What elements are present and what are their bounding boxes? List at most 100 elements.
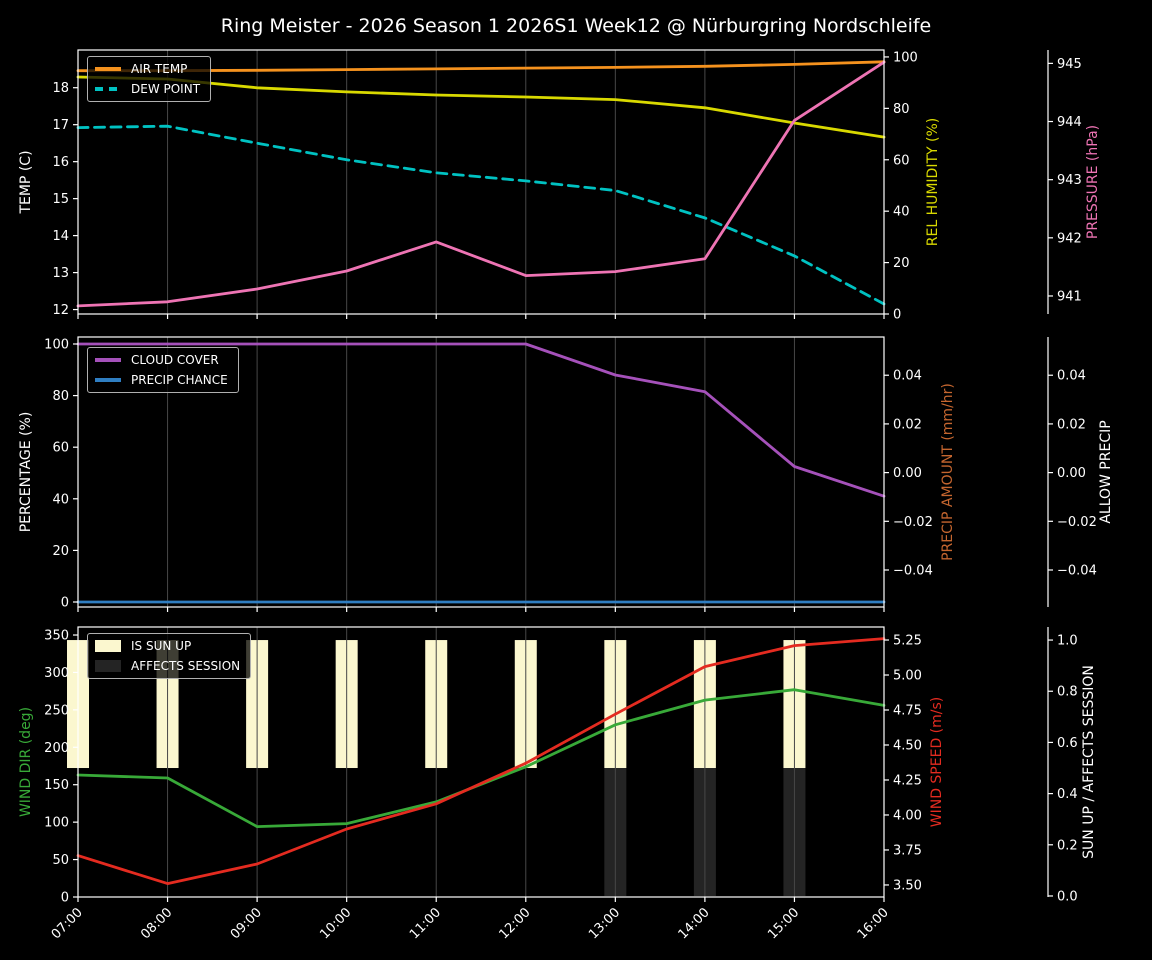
y-tick-label: 20 [52, 544, 69, 559]
allow-precip-axis-title: ALLOW PRECIP [1098, 420, 1114, 524]
y-tick-label: 0.04 [1057, 369, 1086, 384]
y-tick-label: 0.04 [893, 369, 922, 384]
rel-humidity-line [76, 75, 886, 139]
y-tick-label: 944 [1057, 115, 1082, 130]
y-tick-label: 942 [1057, 231, 1082, 246]
is-sun-up-swatch [95, 640, 121, 652]
legend-item-air-temp: AIR TEMP [95, 62, 200, 76]
x-tick-label: 11:00 [407, 905, 444, 942]
precip-chance-swatch [95, 378, 121, 382]
x-tick-label: 08:00 [138, 905, 175, 942]
y-tick-label: 0.0 [1057, 889, 1078, 904]
temp-axis-title: TEMP (C) [18, 150, 34, 214]
cloud-cover-line [76, 342, 886, 498]
y-tick-label: 4.50 [893, 738, 922, 753]
x-tick-label: 10:00 [317, 905, 354, 942]
legend-label: IS SUN UP [131, 639, 192, 653]
y-tick-label: −0.04 [893, 563, 933, 578]
y-tick-label: 0.02 [893, 417, 922, 432]
legend-item-precip-chance: PRECIP CHANCE [95, 373, 228, 387]
air-temp-swatch [95, 67, 121, 71]
y-tick-label: 80 [893, 102, 910, 117]
x-tick-label: 16:00 [855, 905, 892, 942]
panel-frame [77, 626, 885, 898]
y-tick-label: 60 [52, 441, 69, 456]
y-tick-label: 40 [893, 205, 910, 220]
panel-temperature: 12 13 14 15 16 17 18 0 20 40 60 80 100 941 942 943 944 94… [52, 49, 1082, 323]
x-tick-label: 12:00 [497, 905, 534, 942]
legend-item-affects-session: AFFECTS SESSION [95, 659, 240, 673]
wind-dir-line [76, 688, 886, 828]
legend-label: CLOUD COVER [131, 353, 219, 367]
y-tick-label: 20 [893, 256, 910, 271]
dew-point-line [76, 124, 886, 306]
air-temp-line [76, 60, 886, 73]
y-tick-label: 1.0 [1057, 634, 1078, 649]
panel-frame [77, 336, 885, 608]
x-tick-label: 07:00 [49, 905, 86, 942]
pressure-axis-title: PRESSURE (hPa) [1085, 124, 1101, 240]
panel-cloud-precip: 0 20 40 60 80 100 0.04 0.02 0.00 −0.02 −0.04 0.04 0.… [44, 336, 1097, 612]
y-tick-label: 0.6 [1057, 736, 1078, 751]
legend-label: PRECIP CHANCE [131, 373, 228, 387]
pressure-line [76, 60, 886, 308]
y-tick-label: 300 [44, 666, 69, 681]
cloud-cover-swatch [95, 358, 121, 362]
y-tick-label: 0.4 [1057, 787, 1078, 802]
x-tick-label: 13:00 [586, 905, 623, 942]
legend-label: AFFECTS SESSION [131, 659, 241, 673]
y-tick-label: 943 [1057, 173, 1082, 188]
legend-label: AIR TEMP [131, 62, 188, 76]
y-tick-label: −0.04 [1057, 563, 1097, 578]
y-tick-label: 4.25 [893, 773, 922, 788]
y-tick-label: 0.00 [1057, 466, 1086, 481]
y-tick-label: 50 [52, 853, 69, 868]
y-tick-label: 200 [44, 741, 69, 756]
y-tick-label: 350 [44, 629, 69, 644]
legend-item-cloud-cover: CLOUD COVER [95, 353, 228, 367]
humidity-axis-title: REL HUMIDITY (%) [925, 117, 941, 247]
y-tick-label: 3.75 [893, 843, 922, 858]
y-tick-label: 0.8 [1057, 685, 1078, 700]
wind-dir-axis-title: WIND DIR (deg) [18, 706, 34, 818]
y-tick-label: 941 [1057, 289, 1082, 304]
y-tick-label: 60 [893, 153, 910, 168]
y-tick-label: 945 [1057, 57, 1082, 72]
y-tick-label: 250 [44, 703, 69, 718]
y-tick-label: 12 [52, 303, 69, 318]
figure-title: Ring Meister - 2026 Season 1 2026S1 Week… [220, 15, 932, 37]
wind-speed-axis-title: WIND SPEED (m/s) [929, 696, 945, 828]
x-tick-label: 14:00 [676, 905, 713, 942]
y-tick-label: 17 [52, 118, 69, 133]
y-tick-label: 4.75 [893, 704, 922, 719]
x-tick-label: 09:00 [228, 905, 265, 942]
dew-point-swatch [95, 87, 121, 91]
y-tick-label: 16 [52, 155, 69, 170]
temperature-legend: AIR TEMP DEW POINT [87, 56, 212, 102]
y-tick-label: 5.25 [893, 634, 922, 649]
y-tick-label: 3.50 [893, 878, 922, 893]
y-tick-label: 40 [52, 492, 69, 507]
y-tick-label: −0.02 [1057, 515, 1097, 530]
sun-session-legend: IS SUN UP AFFECTS SESSION [87, 633, 252, 679]
y-tick-label: 100 [893, 50, 918, 65]
y-tick-label: 0 [61, 891, 69, 906]
y-tick-label: −0.02 [893, 515, 933, 530]
precip-amount-axis-title: PRECIP AMOUNT (mm/hr) [940, 383, 956, 561]
y-tick-label: 14 [52, 229, 69, 244]
y-tick-label: 13 [52, 266, 69, 281]
y-tick-label: 0.02 [1057, 417, 1086, 432]
y-tick-label: 15 [52, 192, 69, 207]
y-tick-label: 0 [61, 595, 69, 610]
legend-item-is-sun-up: IS SUN UP [95, 639, 240, 653]
y-tick-label: 0 [893, 308, 901, 323]
y-tick-label: 150 [44, 778, 69, 793]
legend-label: DEW POINT [131, 82, 201, 96]
y-tick-label: 0.2 [1057, 838, 1078, 853]
y-tick-label: 18 [52, 81, 69, 96]
panel-frame [77, 49, 885, 315]
x-tick-label: 15:00 [765, 905, 802, 942]
sun-up-axis-title: SUN UP / AFFECTS SESSION [1081, 665, 1097, 859]
